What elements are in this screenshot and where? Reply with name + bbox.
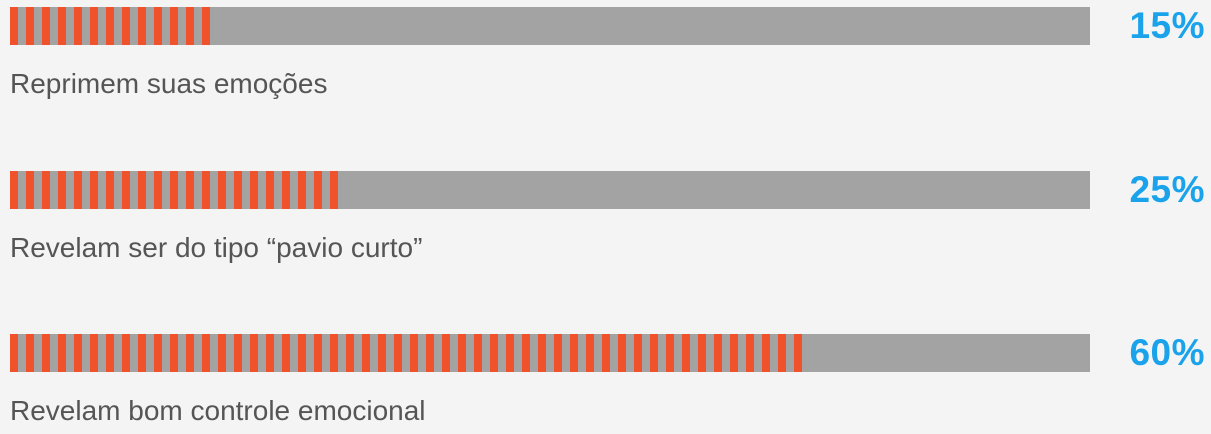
- bar-row: 60% Revelam bom controle emocional: [10, 332, 1208, 434]
- bar-fill: [10, 7, 211, 45]
- bar-track: [10, 334, 1090, 372]
- bar-row: 25% Revelam ser do tipo “pavio curto”: [10, 169, 1208, 271]
- category-label: Reprimem suas emoções: [10, 68, 328, 99]
- bar-track: [10, 7, 1090, 45]
- category-label: Revelam bom controle emocional: [10, 395, 426, 426]
- category-label: Revelam ser do tipo “pavio curto”: [10, 232, 423, 263]
- bar-fill: [10, 334, 811, 372]
- value-label: 60%: [1129, 332, 1205, 373]
- bar-row: 15% Reprimem suas emoções: [10, 5, 1208, 107]
- bar-fill: [10, 171, 344, 209]
- value-label: 15%: [1129, 5, 1205, 46]
- value-label: 25%: [1129, 169, 1205, 210]
- bar-track: [10, 171, 1090, 209]
